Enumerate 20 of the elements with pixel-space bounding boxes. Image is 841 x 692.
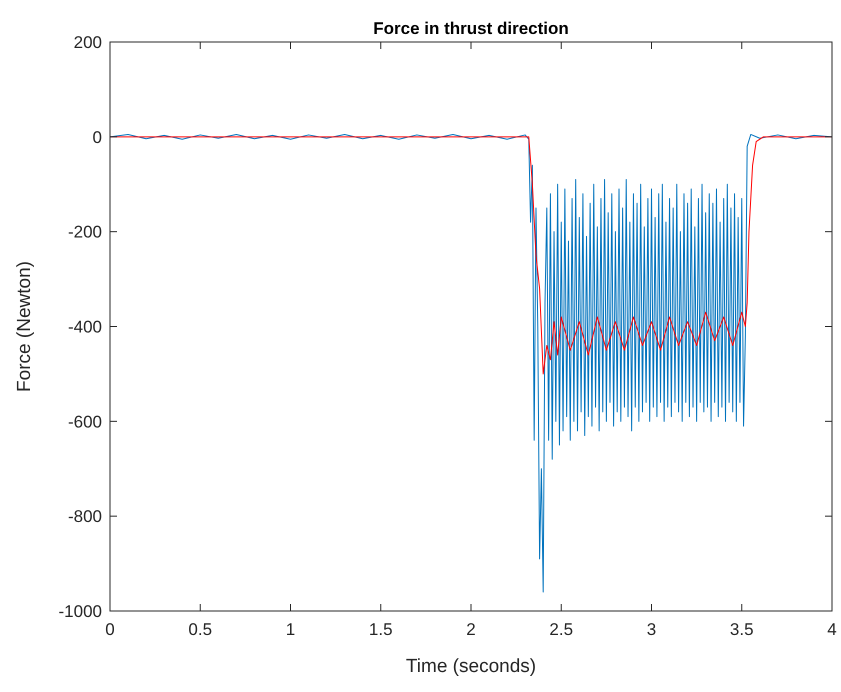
- y-tick-label: -400: [68, 318, 102, 336]
- x-tick-label: 3: [646, 620, 656, 639]
- y-tick-label: -200: [68, 222, 102, 242]
- y-tick-label: -600: [68, 412, 102, 432]
- x-tick-label: 4: [827, 620, 837, 639]
- y-tick-label: -800: [68, 507, 102, 526]
- chart-title: Force in thrust direction: [373, 19, 569, 38]
- x-tick-label: 1.5: [368, 620, 393, 639]
- x-tick-label: 0.5: [188, 620, 212, 639]
- y-tick-label: 200: [74, 33, 102, 52]
- line-series: [110, 134, 832, 593]
- y-tick-label: -1000: [58, 602, 102, 621]
- x-tick-label: 1: [286, 620, 296, 639]
- x-tick-label: 2.5: [549, 620, 574, 639]
- y-axis-title: Force (Newton): [14, 261, 35, 392]
- y-tick-label: 0: [92, 128, 102, 147]
- x-tick-label: 0: [105, 620, 115, 639]
- x-axis-title: Time (seconds): [406, 656, 536, 677]
- x-tick-label: 2: [466, 620, 476, 639]
- x-tick-label: 3.5: [730, 620, 754, 639]
